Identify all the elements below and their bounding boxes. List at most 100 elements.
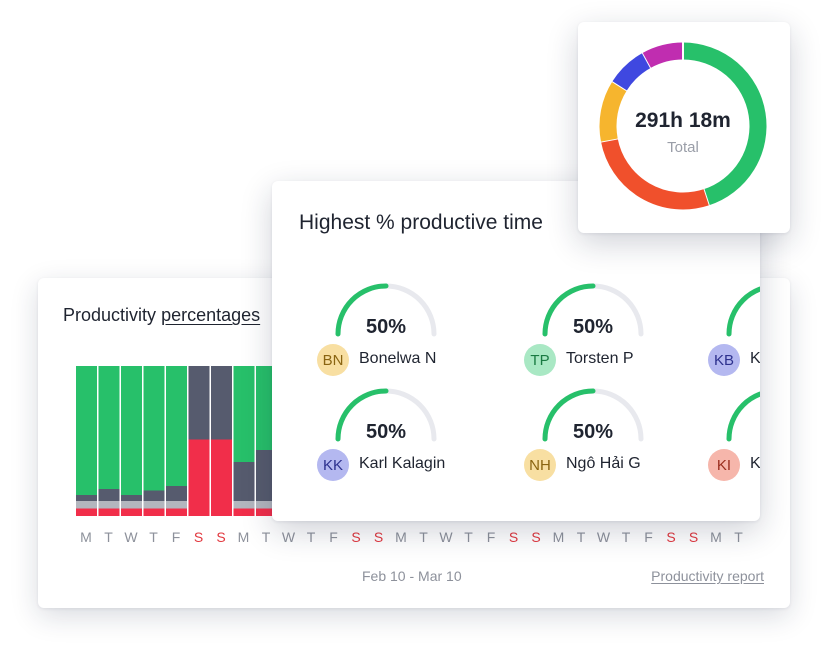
productivity-report-link[interactable]: Productivity report <box>651 568 764 584</box>
bar-segment-neutral <box>256 450 277 501</box>
total-time-card: 291h 18m Total <box>578 22 790 233</box>
bar-segment-productive <box>166 366 187 486</box>
bar-segment-unproductive <box>233 508 255 516</box>
person-card[interactable]: 50% BN Bonelwa N <box>317 281 487 381</box>
gauge-fill <box>335 283 389 337</box>
person-card[interactable]: KB K <box>708 281 760 381</box>
day-label: S <box>688 529 699 545</box>
day-label: M <box>80 529 92 545</box>
bar-segment-gray <box>166 501 187 509</box>
day-label: T <box>419 529 428 545</box>
day-label: M <box>710 529 722 545</box>
bar-segment-productive <box>76 366 97 495</box>
bar-segment-neutral <box>98 489 120 501</box>
person-card[interactable]: 50% NH Ngô Hải G <box>524 386 694 486</box>
donut-segment <box>612 52 652 91</box>
bar-segment-neutral <box>211 366 232 440</box>
bar-segment-unproductive <box>188 439 210 516</box>
day-label: T <box>621 529 631 545</box>
productivity-title: Productivity percentages <box>63 305 260 326</box>
productivity-gauge <box>335 388 437 442</box>
donut-segment <box>599 81 628 142</box>
day-label: W <box>439 529 453 545</box>
bar-segment-gray <box>256 501 277 509</box>
day-label: M <box>395 529 407 545</box>
productivity-gauge <box>726 286 760 337</box>
bar-segment-unproductive <box>211 439 232 516</box>
bar-segment-gray <box>98 501 120 509</box>
bar-segment-unproductive <box>98 508 120 516</box>
person-name: Ngô Hải G <box>566 455 641 472</box>
day-label: S <box>508 529 519 545</box>
productivity-gauge <box>726 391 760 442</box>
bar-segment-neutral <box>121 495 142 501</box>
day-label: S <box>373 529 384 545</box>
person-name: Torsten P <box>566 350 634 367</box>
bar-segment-productive <box>121 366 142 495</box>
gauge-fill <box>542 388 596 442</box>
donut-segment <box>642 42 684 68</box>
person-name: K <box>750 455 760 472</box>
bar-segment-unproductive <box>143 508 165 516</box>
gauge-fill <box>542 283 596 337</box>
avatar: KI <box>708 449 740 481</box>
avatar: NH <box>524 449 556 481</box>
day-label: W <box>596 529 611 545</box>
day-label: T <box>104 529 113 545</box>
person-name: Bonelwa N <box>359 350 437 367</box>
bar-segment-neutral <box>188 366 210 440</box>
day-label: S <box>193 529 204 545</box>
person-card[interactable]: KI K <box>708 386 760 486</box>
bar-segment-neutral <box>76 495 97 501</box>
productivity-gauge <box>542 388 644 442</box>
day-label: W <box>124 529 138 545</box>
day-label: W <box>281 529 296 545</box>
productive-percent: 50% <box>365 421 407 443</box>
day-label: S <box>666 529 676 545</box>
highest-productive-title: Highest % productive time <box>299 211 543 234</box>
day-label: F <box>486 529 496 545</box>
donut-segment <box>600 138 709 210</box>
bar-segment-gray <box>121 501 142 509</box>
bar-segment-gray <box>233 501 255 509</box>
bar-segment-unproductive <box>166 508 187 516</box>
day-label: F <box>329 529 338 545</box>
person-card[interactable]: 50% KK Karl Kalagin <box>317 386 487 486</box>
total-time-donut <box>599 41 767 210</box>
donut-separator <box>611 79 629 92</box>
day-label: T <box>261 529 271 545</box>
bar-segment-unproductive <box>76 508 97 516</box>
day-label: T <box>734 529 743 545</box>
percentages-link[interactable]: percentages <box>161 305 261 325</box>
gauge-fill <box>726 286 760 337</box>
gauge-fill <box>726 391 760 442</box>
avatar: KB <box>708 344 740 376</box>
day-label: T <box>306 529 316 545</box>
day-label: T <box>149 529 158 545</box>
bar-segment-unproductive <box>256 508 277 516</box>
bar-segment-neutral <box>233 462 255 501</box>
donut-segment <box>682 42 767 206</box>
bar-segment-productive <box>143 366 165 491</box>
productive-percent: 50% <box>365 316 407 338</box>
day-label: S <box>216 529 226 545</box>
bar-segment-productive <box>233 366 255 462</box>
bar-segment-neutral <box>143 490 165 501</box>
bar-segment-unproductive <box>121 508 142 516</box>
day-label: T <box>464 529 473 545</box>
avatar: BN <box>317 344 349 376</box>
productive-percent: 50% <box>572 316 614 338</box>
highest-productive-card: Highest % productive time 50% BN Bonelwa N… <box>272 181 760 521</box>
productivity-gauge <box>335 283 437 337</box>
day-label: S <box>531 529 541 545</box>
day-label: M <box>552 529 565 545</box>
avatar: TP <box>524 344 556 376</box>
date-range: Feb 10 - Mar 10 <box>362 568 462 584</box>
productive-percent: 50% <box>572 421 614 443</box>
donut-total-value: 291h 18m <box>635 109 731 132</box>
bar-segment-gray <box>76 501 97 509</box>
person-card[interactable]: 50% TP Torsten P <box>524 281 694 381</box>
productivity-bar-chart <box>76 366 277 516</box>
bar-segment-neutral <box>166 486 187 501</box>
